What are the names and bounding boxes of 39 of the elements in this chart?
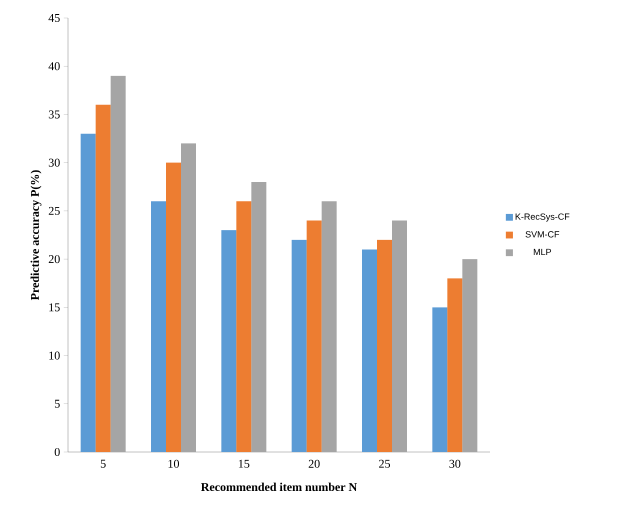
y-tick-label: 20 [48, 255, 60, 264]
bar [221, 230, 236, 452]
bar [292, 240, 307, 452]
legend-label: SVM-CF [526, 231, 560, 238]
y-tick-label: 5 [54, 400, 60, 408]
y-tick-label: 10 [49, 352, 60, 360]
bar [377, 240, 392, 452]
bar [151, 201, 166, 452]
y-tick-label: 40 [48, 62, 60, 70]
bar [166, 162, 181, 452]
bar [462, 259, 478, 452]
bar [447, 278, 462, 452]
x-tick-label: 15 [238, 460, 250, 468]
bar [181, 143, 196, 452]
bar [236, 201, 252, 452]
x-tick-label: 10 [168, 460, 180, 468]
bar [80, 134, 96, 452]
y-tick-label: 15 [49, 303, 60, 312]
y-tick-label: 0 [54, 448, 60, 456]
y-tick-label: 30 [48, 158, 60, 167]
bar [96, 104, 111, 452]
legend-label: K-RecSys-CF [516, 213, 570, 222]
bar [110, 76, 126, 452]
legend-label: MLP [534, 248, 552, 256]
y-tick-label: 35 [48, 110, 60, 118]
bar [251, 182, 266, 452]
y-tick-label: 25 [48, 206, 60, 215]
x-tick-label: 20 [308, 460, 320, 468]
y-axis-title: Predictive accuracy P(%) [30, 170, 42, 300]
x-tick-label: 25 [379, 460, 390, 468]
bar [392, 220, 407, 452]
bar [362, 249, 377, 452]
x-tick-label: 30 [449, 460, 460, 468]
x-tick-label: 5 [100, 460, 106, 468]
bar [432, 307, 448, 452]
bar [322, 201, 337, 452]
bar [306, 220, 322, 452]
y-tick-label: 45 [48, 14, 60, 22]
x-axis-title: Recommended item number N [201, 482, 358, 492]
